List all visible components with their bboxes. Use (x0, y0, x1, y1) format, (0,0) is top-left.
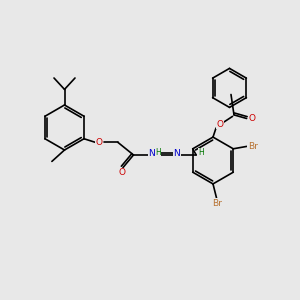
Text: H: H (198, 148, 204, 157)
Text: H: H (155, 148, 161, 157)
Text: Br: Br (212, 199, 221, 208)
Text: O: O (96, 138, 103, 147)
Text: O: O (118, 168, 126, 177)
Text: O: O (248, 114, 256, 123)
Text: Br: Br (248, 142, 258, 151)
Text: N: N (148, 149, 155, 158)
Text: O: O (216, 120, 224, 129)
Text: N: N (173, 149, 180, 158)
